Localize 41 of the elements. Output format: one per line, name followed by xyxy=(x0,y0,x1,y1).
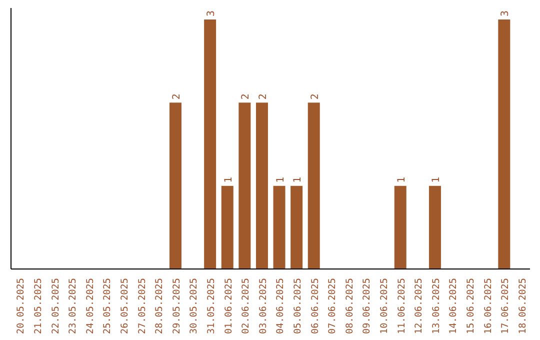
data-label: 1 xyxy=(396,176,408,183)
x-tick-label: 21.05.2025 xyxy=(32,278,44,334)
x-tick-label: 12.06.2025 xyxy=(414,278,425,334)
x-tick-label: 31.05.2025 xyxy=(206,278,217,334)
x-tick-label: 04.06.2025 xyxy=(275,278,286,334)
x-tick-label: 07.06.2025 xyxy=(327,278,338,334)
x-tick-label: 17.06.2025 xyxy=(500,278,512,334)
x-tick-label: 28.05.2025 xyxy=(154,278,166,334)
data-label: 3 xyxy=(206,10,218,16)
data-label: 2 xyxy=(171,94,182,100)
data-label: 1 xyxy=(292,176,304,183)
x-tick-label: 15.06.2025 xyxy=(465,278,476,334)
data-label: 1 xyxy=(223,176,234,183)
data-label: 1 xyxy=(430,176,442,183)
x-tick-label: 08.06.2025 xyxy=(344,278,356,334)
data-label: 2 xyxy=(240,94,252,100)
x-tick-label: 02.06.2025 xyxy=(240,278,252,334)
data-label: 2 xyxy=(258,94,269,100)
x-tick-label: 20.05.2025 xyxy=(16,278,27,334)
x-tick-label: 11.06.2025 xyxy=(396,278,408,334)
x-tick-label: 06.06.2025 xyxy=(310,278,321,334)
x-tick-label: 10.06.2025 xyxy=(378,278,390,334)
data-label: 1 xyxy=(275,176,286,183)
x-tick-label: 16.06.2025 xyxy=(482,278,494,334)
x-tick-label: 01.06.2025 xyxy=(223,278,234,334)
x-tick-label: 13.06.2025 xyxy=(430,278,442,334)
x-tick-label: 22.05.2025 xyxy=(50,278,62,334)
x-tick-label: 30.05.2025 xyxy=(188,278,200,334)
data-label: 3 xyxy=(500,10,512,16)
x-tick-label: 23.05.2025 xyxy=(68,278,79,334)
x-tick-label: 27.05.2025 xyxy=(136,278,148,334)
x-tick-label: 05.06.2025 xyxy=(292,278,304,334)
x-tick-label: 26.05.2025 xyxy=(119,278,130,334)
x-tick-label: 24.05.2025 xyxy=(84,278,96,334)
x-tick-label: 03.06.2025 xyxy=(258,278,269,334)
x-tick-label: 18.06.2025 xyxy=(517,278,528,334)
x-tick-label: 14.06.2025 xyxy=(448,278,460,334)
data-label: 2 xyxy=(310,94,321,100)
x-tick-label: 29.05.2025 xyxy=(171,278,182,334)
x-tick-label: 09.06.2025 xyxy=(362,278,373,334)
x-tick-label: 25.05.2025 xyxy=(102,278,114,334)
